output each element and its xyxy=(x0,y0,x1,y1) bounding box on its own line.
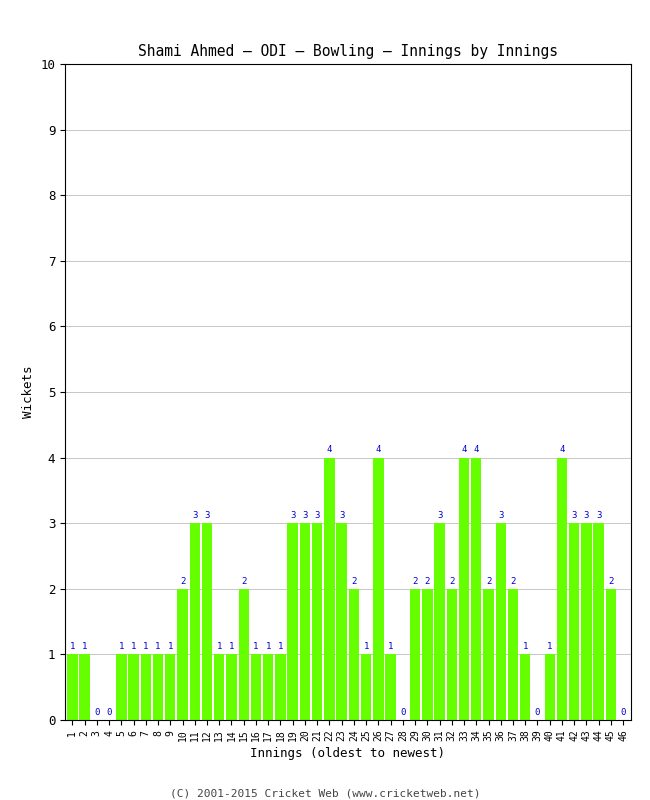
Text: 2: 2 xyxy=(241,577,246,586)
Bar xyxy=(263,654,274,720)
Bar xyxy=(447,589,457,720)
Bar xyxy=(520,654,530,720)
Bar xyxy=(593,523,604,720)
Bar xyxy=(508,589,518,720)
Text: 1: 1 xyxy=(82,642,87,651)
Bar xyxy=(385,654,396,720)
X-axis label: Innings (oldest to newest): Innings (oldest to newest) xyxy=(250,747,445,760)
Text: 1: 1 xyxy=(70,642,75,651)
Bar xyxy=(471,458,482,720)
Bar xyxy=(484,589,494,720)
Title: Shami Ahmed – ODI – Bowling – Innings by Innings: Shami Ahmed – ODI – Bowling – Innings by… xyxy=(138,44,558,58)
Text: 3: 3 xyxy=(437,511,442,520)
Bar xyxy=(67,654,77,720)
Bar xyxy=(434,523,445,720)
Bar xyxy=(337,523,347,720)
Text: 2: 2 xyxy=(412,577,418,586)
Text: 0: 0 xyxy=(107,708,112,717)
Text: 1: 1 xyxy=(265,642,271,651)
Text: 3: 3 xyxy=(571,511,577,520)
Text: 2: 2 xyxy=(424,577,430,586)
Text: 3: 3 xyxy=(584,511,589,520)
Text: 1: 1 xyxy=(278,642,283,651)
Text: 0: 0 xyxy=(535,708,540,717)
Bar xyxy=(251,654,261,720)
Bar xyxy=(348,589,359,720)
Text: 4: 4 xyxy=(462,446,467,454)
Text: 3: 3 xyxy=(192,511,198,520)
Bar xyxy=(361,654,371,720)
Text: 3: 3 xyxy=(315,511,320,520)
Text: 3: 3 xyxy=(302,511,307,520)
Bar xyxy=(287,523,298,720)
Text: 1: 1 xyxy=(523,642,528,651)
Text: 2: 2 xyxy=(351,577,357,586)
Text: 4: 4 xyxy=(327,446,332,454)
Bar xyxy=(410,589,421,720)
Bar xyxy=(116,654,127,720)
Bar xyxy=(202,523,212,720)
Bar xyxy=(190,523,200,720)
Text: 4: 4 xyxy=(474,446,479,454)
Bar xyxy=(140,654,151,720)
Text: 1: 1 xyxy=(388,642,393,651)
Text: 1: 1 xyxy=(547,642,552,651)
Bar xyxy=(422,589,432,720)
Text: 1: 1 xyxy=(143,642,148,651)
Bar xyxy=(177,589,188,720)
Text: 0: 0 xyxy=(621,708,626,717)
Text: 4: 4 xyxy=(559,446,565,454)
Text: 1: 1 xyxy=(131,642,136,651)
Text: 0: 0 xyxy=(94,708,99,717)
Bar xyxy=(300,523,310,720)
Text: 2: 2 xyxy=(486,577,491,586)
Text: 1: 1 xyxy=(118,642,124,651)
Bar xyxy=(165,654,176,720)
Text: 1: 1 xyxy=(363,642,369,651)
Bar xyxy=(545,654,555,720)
Text: 3: 3 xyxy=(498,511,504,520)
Text: 0: 0 xyxy=(400,708,406,717)
Bar xyxy=(226,654,237,720)
Text: 1: 1 xyxy=(254,642,259,651)
Bar xyxy=(459,458,469,720)
Bar xyxy=(128,654,138,720)
Text: 2: 2 xyxy=(449,577,454,586)
Text: (C) 2001-2015 Cricket Web (www.cricketweb.net): (C) 2001-2015 Cricket Web (www.cricketwe… xyxy=(170,788,480,798)
Text: 2: 2 xyxy=(608,577,614,586)
Text: 3: 3 xyxy=(204,511,210,520)
Bar xyxy=(275,654,285,720)
Bar xyxy=(495,523,506,720)
Text: 4: 4 xyxy=(376,446,381,454)
Text: 1: 1 xyxy=(216,642,222,651)
Bar xyxy=(214,654,224,720)
Bar xyxy=(606,589,616,720)
Bar xyxy=(79,654,90,720)
Text: 1: 1 xyxy=(155,642,161,651)
Bar xyxy=(324,458,335,720)
Text: 3: 3 xyxy=(290,511,295,520)
Bar xyxy=(569,523,579,720)
Bar xyxy=(581,523,592,720)
Y-axis label: Wickets: Wickets xyxy=(21,366,34,418)
Text: 2: 2 xyxy=(510,577,515,586)
Bar xyxy=(239,589,249,720)
Bar xyxy=(153,654,163,720)
Text: 1: 1 xyxy=(229,642,234,651)
Bar xyxy=(312,523,322,720)
Text: 3: 3 xyxy=(596,511,601,520)
Text: 3: 3 xyxy=(339,511,345,520)
Bar xyxy=(557,458,567,720)
Text: 2: 2 xyxy=(180,577,185,586)
Bar xyxy=(373,458,384,720)
Text: 1: 1 xyxy=(168,642,173,651)
